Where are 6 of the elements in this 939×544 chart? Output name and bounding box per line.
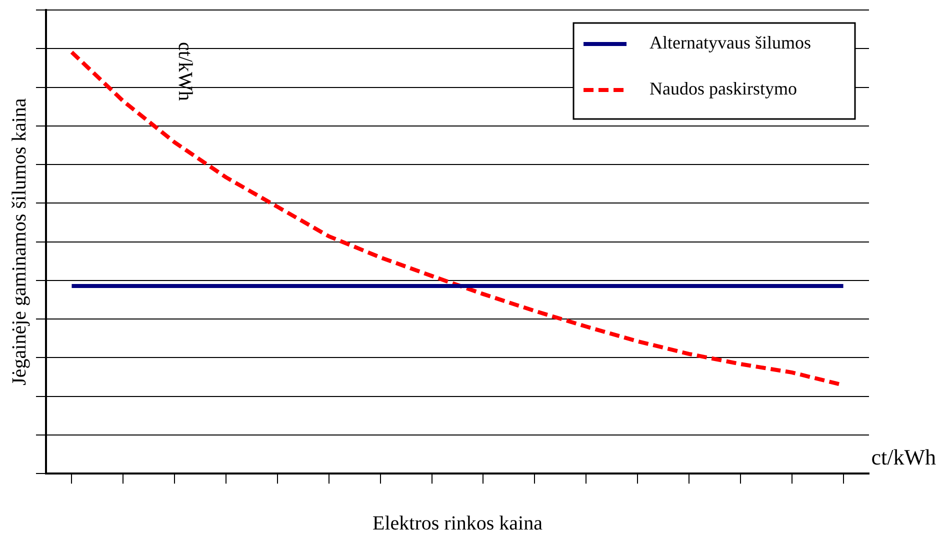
x-axis-title: Elektros rinkos kaina [372, 512, 543, 534]
annotation: ct/kWh [174, 42, 196, 101]
y-axis-title: Jėgainėje gaminamos šilumos kaina [8, 98, 30, 386]
legend-label: Naudos paskirstymo [650, 78, 798, 99]
legend-label: Alternatyvaus šilumos [650, 32, 812, 53]
text: ct/kWh [871, 444, 936, 470]
